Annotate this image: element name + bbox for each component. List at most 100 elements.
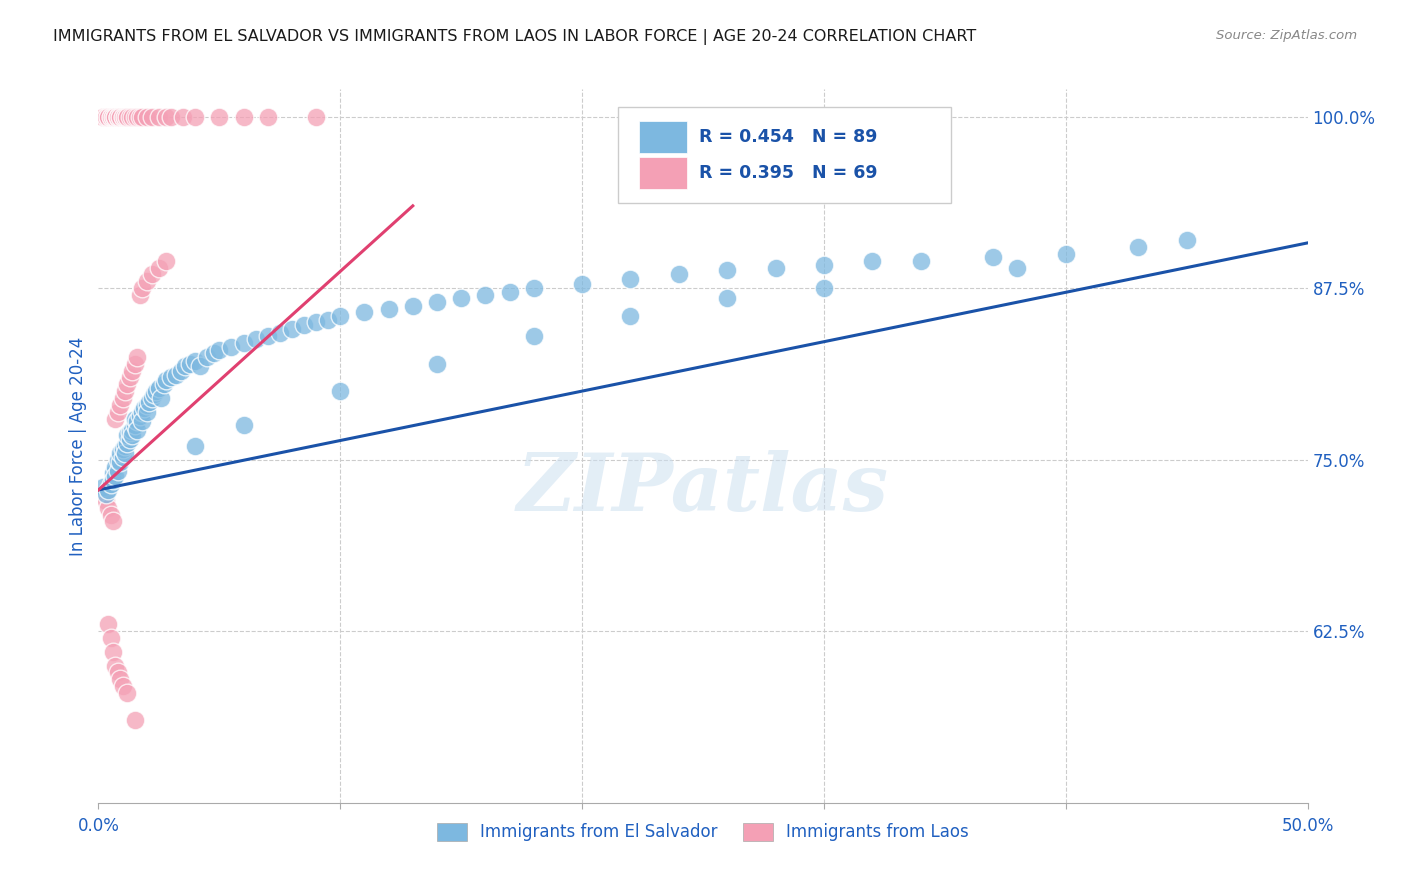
Point bbox=[135, 398, 157, 412]
Point bbox=[1007, 260, 1029, 275]
Point bbox=[104, 110, 127, 124]
Point bbox=[94, 494, 117, 508]
Text: R = 0.454   N = 89: R = 0.454 N = 89 bbox=[699, 128, 877, 146]
Point bbox=[281, 322, 304, 336]
Point bbox=[138, 395, 160, 409]
Point bbox=[141, 110, 163, 124]
Point bbox=[1128, 240, 1150, 254]
Point bbox=[97, 500, 120, 515]
Point bbox=[94, 110, 117, 124]
Point bbox=[108, 398, 131, 412]
Point bbox=[316, 312, 339, 326]
Point bbox=[131, 405, 153, 419]
Point bbox=[107, 110, 129, 124]
Point bbox=[101, 110, 124, 124]
Point bbox=[426, 357, 449, 371]
Point bbox=[97, 110, 120, 124]
Point bbox=[101, 515, 124, 529]
Point bbox=[155, 110, 177, 124]
Point bbox=[188, 359, 211, 374]
Point bbox=[128, 110, 150, 124]
Point bbox=[117, 110, 139, 124]
Point bbox=[101, 645, 124, 659]
Point bbox=[245, 332, 267, 346]
Point bbox=[131, 281, 153, 295]
Point bbox=[523, 329, 546, 343]
Point bbox=[100, 477, 122, 491]
Point bbox=[94, 110, 117, 124]
Point bbox=[910, 253, 932, 268]
Point bbox=[134, 401, 156, 415]
Point bbox=[107, 110, 129, 124]
Point bbox=[108, 673, 131, 687]
Point bbox=[108, 446, 131, 460]
Point bbox=[104, 469, 127, 483]
Point bbox=[305, 110, 328, 124]
Point bbox=[111, 450, 134, 464]
Point bbox=[402, 299, 425, 313]
Point bbox=[813, 258, 835, 272]
FancyBboxPatch shape bbox=[638, 157, 688, 189]
Point bbox=[353, 304, 375, 318]
Point bbox=[813, 281, 835, 295]
Text: ZIPatlas: ZIPatlas bbox=[517, 450, 889, 527]
Point bbox=[104, 411, 127, 425]
Point bbox=[100, 110, 122, 124]
Point bbox=[101, 467, 124, 481]
Point bbox=[127, 350, 149, 364]
Point bbox=[232, 336, 254, 351]
Point bbox=[131, 110, 153, 124]
Point bbox=[184, 110, 207, 124]
Point bbox=[101, 110, 124, 124]
Point bbox=[256, 329, 278, 343]
Point bbox=[107, 464, 129, 478]
Point bbox=[619, 309, 641, 323]
Point bbox=[498, 285, 520, 300]
Point bbox=[155, 253, 177, 268]
Point bbox=[135, 274, 157, 288]
Point bbox=[571, 277, 593, 291]
Point bbox=[118, 432, 141, 446]
Point bbox=[117, 377, 139, 392]
Point bbox=[104, 459, 127, 474]
Text: Source: ZipAtlas.com: Source: ZipAtlas.com bbox=[1216, 29, 1357, 42]
Point bbox=[305, 316, 328, 330]
Point bbox=[269, 326, 291, 341]
Point bbox=[100, 631, 122, 645]
Point bbox=[91, 480, 114, 494]
Point bbox=[101, 473, 124, 487]
Point bbox=[127, 110, 149, 124]
Point bbox=[165, 368, 187, 382]
Point bbox=[377, 301, 399, 316]
Point bbox=[450, 291, 472, 305]
Legend: Immigrants from El Salvador, Immigrants from Laos: Immigrants from El Salvador, Immigrants … bbox=[430, 816, 976, 848]
Point bbox=[155, 373, 177, 387]
Text: R = 0.395   N = 69: R = 0.395 N = 69 bbox=[699, 164, 877, 182]
Point bbox=[124, 357, 146, 371]
Point bbox=[118, 110, 141, 124]
Point bbox=[232, 418, 254, 433]
Point bbox=[121, 110, 143, 124]
Text: IMMIGRANTS FROM EL SALVADOR VS IMMIGRANTS FROM LAOS IN LABOR FORCE | AGE 20-24 C: IMMIGRANTS FROM EL SALVADOR VS IMMIGRANT… bbox=[53, 29, 977, 45]
Point bbox=[474, 288, 496, 302]
Point bbox=[127, 414, 149, 428]
Point bbox=[184, 439, 207, 453]
Point bbox=[716, 263, 738, 277]
Point bbox=[208, 343, 231, 357]
Point bbox=[114, 110, 136, 124]
Point bbox=[292, 318, 315, 333]
Point bbox=[97, 483, 120, 497]
Y-axis label: In Labor Force | Age 20-24: In Labor Force | Age 20-24 bbox=[69, 336, 87, 556]
Point bbox=[107, 110, 129, 124]
Point bbox=[118, 370, 141, 384]
Point bbox=[131, 414, 153, 428]
Point bbox=[94, 487, 117, 501]
Point bbox=[107, 452, 129, 467]
Point bbox=[117, 686, 139, 700]
Point bbox=[128, 288, 150, 302]
Point bbox=[179, 357, 201, 371]
Point bbox=[148, 381, 170, 395]
Point bbox=[124, 110, 146, 124]
Point bbox=[104, 110, 127, 124]
Point bbox=[141, 268, 163, 282]
